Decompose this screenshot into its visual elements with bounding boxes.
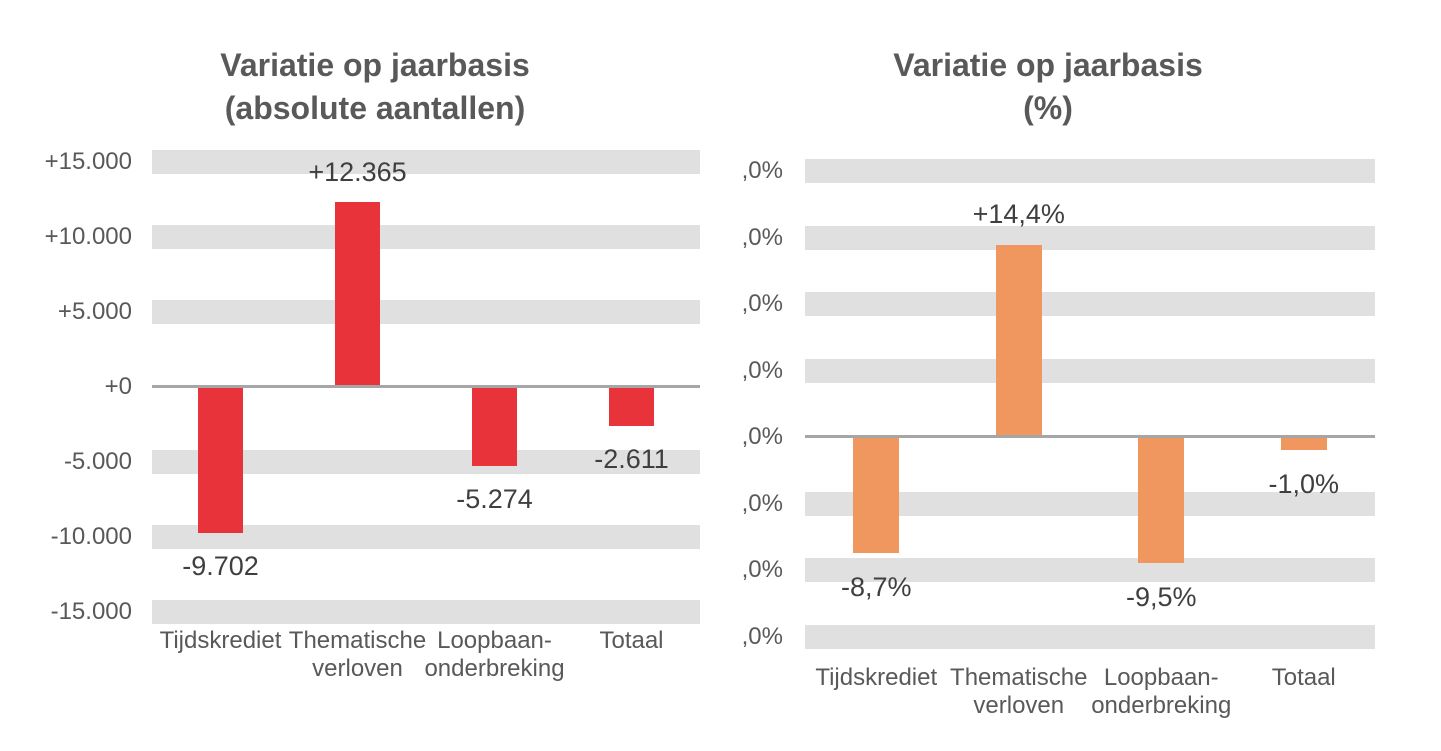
data-label-tijdskrediet: -8,7% bbox=[840, 571, 912, 602]
data-label-loopbaan: -9,5% bbox=[1125, 582, 1197, 613]
zero-axis-line bbox=[805, 435, 1375, 438]
gridline-band bbox=[805, 491, 1375, 516]
zero-axis-line bbox=[152, 385, 700, 388]
x-category-label-loopbaan: Loopbaan- onderbreking bbox=[424, 627, 565, 682]
data-label-tijdskrediet: -9.702 bbox=[182, 550, 259, 581]
y-axis-tick-label: +15.000 bbox=[44, 148, 132, 175]
data-label-thematische: +14,4% bbox=[972, 199, 1065, 230]
gridline-band bbox=[805, 624, 1375, 649]
y-axis-tick-label: ,0% bbox=[741, 290, 783, 317]
y-axis-tick-label: -15.000 bbox=[50, 598, 132, 625]
gridline-band bbox=[152, 525, 700, 549]
right-chart-title: Variatie op jaarbasis (%) bbox=[893, 47, 1203, 126]
bar-loopbaan bbox=[472, 387, 517, 467]
gridline-band bbox=[805, 225, 1375, 250]
bar-thematische bbox=[335, 201, 380, 387]
data-label-totaal: -2.611 bbox=[594, 444, 669, 475]
x-category-label-tijdskrediet: Tijdskrediet bbox=[159, 627, 282, 654]
y-axis-tick-label: +0 bbox=[104, 373, 132, 400]
data-label-thematische: +12.365 bbox=[308, 156, 407, 187]
gridline-band bbox=[805, 159, 1375, 183]
bar-thematische bbox=[995, 245, 1042, 437]
bar-totaal bbox=[1280, 437, 1327, 451]
y-axis-tick-label: ,0% bbox=[741, 157, 783, 184]
data-label-loopbaan: -5.274 bbox=[456, 484, 533, 515]
bar-tijdskrediet bbox=[198, 387, 243, 533]
x-category-label-thematische: Thematische verloven bbox=[288, 627, 427, 682]
bar-tijdskrediet bbox=[853, 437, 900, 553]
bar-loopbaan bbox=[1138, 437, 1185, 564]
gridline-band bbox=[152, 450, 700, 474]
y-axis-tick-label: ,0% bbox=[741, 622, 783, 650]
x-category-label-thematische: Thematische verloven bbox=[950, 664, 1088, 719]
y-axis-tick-label: -5.000 bbox=[63, 448, 132, 475]
x-category-label-totaal: Totaal bbox=[1271, 664, 1336, 691]
data-label-totaal: -1,0% bbox=[1268, 469, 1340, 500]
y-axis-tick-label: ,0% bbox=[741, 223, 783, 251]
gridline-band bbox=[805, 292, 1375, 316]
left-chart-title: Variatie op jaarbasis (absolute aantalle… bbox=[220, 47, 530, 126]
y-axis-tick-label: ,0% bbox=[741, 556, 783, 583]
y-axis-tick-label: ,0% bbox=[741, 423, 783, 450]
y-axis-tick-label: ,0% bbox=[741, 489, 783, 517]
y-axis-tick-label: ,0% bbox=[741, 356, 783, 384]
gridline-band bbox=[152, 600, 700, 624]
gridline-band bbox=[152, 150, 700, 174]
y-axis-tick-label: +5.000 bbox=[57, 298, 132, 325]
gridline-band bbox=[152, 300, 700, 324]
x-category-label-totaal: Totaal bbox=[599, 627, 664, 654]
gridline-band bbox=[805, 358, 1375, 383]
y-axis-tick-label: +10.000 bbox=[44, 223, 132, 250]
y-axis-tick-label: -10.000 bbox=[50, 523, 132, 550]
x-category-label-loopbaan: Loopbaan- onderbreking bbox=[1091, 664, 1232, 719]
gridline-band bbox=[805, 558, 1375, 582]
x-category-label-tijdskrediet: Tijdskrediet bbox=[815, 664, 938, 691]
bar-totaal bbox=[609, 387, 654, 427]
gridline-band bbox=[152, 225, 700, 249]
